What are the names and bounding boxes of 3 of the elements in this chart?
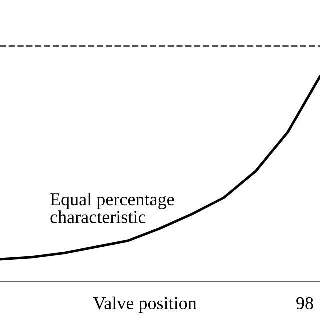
x-axis-title: Valve position [93, 296, 197, 314]
annotation: Equal percentage characteristic [50, 192, 174, 224]
text: 98 [296, 297, 314, 310]
